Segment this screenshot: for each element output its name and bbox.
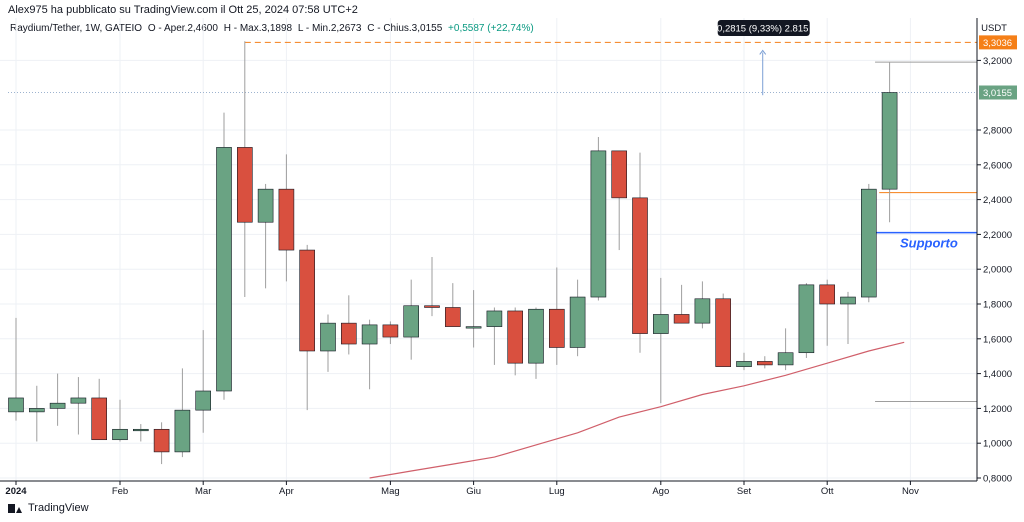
candle-down [715, 298, 732, 367]
candle-up [49, 402, 66, 409]
candle-down [278, 188, 295, 251]
candle-down [673, 314, 690, 324]
candle-up [777, 352, 794, 366]
y-tick-label: 2,8000 [983, 126, 1012, 137]
candle-up [486, 310, 503, 327]
y-tick-label: 2,6000 [983, 160, 1012, 171]
y-tick-label: 2,2000 [983, 230, 1012, 241]
measure-label: 0,2815 (9,33%) 2.815 [717, 24, 808, 35]
candle-up [694, 298, 711, 324]
candle-up [320, 322, 336, 352]
measure-arrow-icon [759, 49, 767, 55]
open-value: O - Aper.2,4600 [147, 23, 218, 34]
measure-box [717, 20, 810, 36]
x-tick-label: Giu [466, 486, 481, 497]
x-tick-label: Mar [195, 486, 211, 497]
publish-info: Alex975 ha pubblicato su TradingView.com… [8, 4, 358, 16]
y-tick-label: 3,2000 [983, 56, 1012, 67]
candle-down [91, 397, 107, 441]
candle-up [465, 326, 482, 329]
candle-down [340, 322, 357, 345]
candle-down [632, 197, 648, 334]
candle-down [237, 147, 253, 223]
candle-down [444, 307, 461, 327]
candle-up [216, 147, 232, 392]
brand-label: TradingView [28, 502, 89, 514]
x-tick-label: Nov [902, 486, 919, 497]
moving-average-line [369, 341, 905, 479]
candle-down [756, 361, 773, 366]
high-price-label: 3,3036 [983, 38, 1012, 49]
high-price-tag [979, 35, 1017, 50]
x-tick-label: Ott [821, 486, 834, 497]
y-tick-label: 2,0000 [983, 265, 1012, 276]
candle-up [195, 390, 211, 411]
candle-up [257, 188, 274, 223]
y-tick-label: 1,8000 [983, 300, 1012, 311]
candle-down [507, 310, 524, 364]
tradingview-logo-icon [8, 503, 23, 513]
candle-up [112, 428, 128, 441]
candle-up [403, 305, 420, 338]
x-tick-label: 2024 [5, 486, 27, 497]
candle-up [70, 397, 87, 404]
candle-down [819, 284, 836, 305]
ohlc-legend: Raydium/Tether, 1W, GATEIO O - Aper.2,46… [10, 23, 537, 34]
footer-brand: TradingView [8, 502, 89, 514]
candle-down [299, 249, 316, 352]
x-tick-label: Lug [549, 486, 565, 497]
candle-down [611, 150, 628, 199]
candle-up [528, 308, 544, 364]
low-value: L - Min.2,2673 [297, 23, 362, 34]
candle-up [590, 150, 607, 298]
candle-up [28, 408, 45, 413]
y-tick-label: 1,0000 [983, 439, 1012, 450]
candle-up [361, 324, 378, 345]
symbol-label[interactable]: Raydium/Tether, 1W, GATEIO [10, 23, 143, 34]
candle-up [798, 284, 815, 354]
candle-up [860, 188, 877, 298]
candle-up [569, 296, 586, 348]
candle-down [424, 305, 440, 308]
close-value: C - Chius.3,0155 [367, 23, 443, 34]
candle-down [153, 428, 170, 453]
candle-down [382, 324, 399, 338]
x-tick-label: Ago [652, 486, 669, 497]
candle-up [881, 92, 898, 190]
candle-up [174, 409, 191, 453]
last-price-label: 3,0155 [983, 88, 1012, 99]
x-tick-label: Feb [112, 486, 128, 497]
change-value: +0,5587 (+22,74%) [448, 23, 534, 34]
candle-up [736, 361, 752, 367]
candle-up [133, 428, 149, 432]
currency-label: USDT [981, 23, 1007, 34]
candle-up [840, 296, 856, 305]
candle-down [548, 308, 565, 348]
y-tick-label: 1,4000 [983, 369, 1012, 380]
y-tick-label: 1,6000 [983, 334, 1012, 345]
x-tick-label: Mag [381, 486, 399, 497]
high-value: H - Max.3,1898 [223, 23, 293, 34]
candle-up [8, 397, 24, 413]
y-tick-label: 1,2000 [983, 404, 1012, 415]
x-tick-label: Apr [279, 486, 294, 497]
last-price-tag [979, 85, 1017, 100]
y-tick-label: 0,8000 [983, 474, 1012, 485]
x-tick-label: Set [737, 486, 752, 497]
y-tick-label: 2,4000 [983, 195, 1012, 206]
support-label: Supporto [900, 236, 958, 251]
candle-up [652, 314, 669, 334]
